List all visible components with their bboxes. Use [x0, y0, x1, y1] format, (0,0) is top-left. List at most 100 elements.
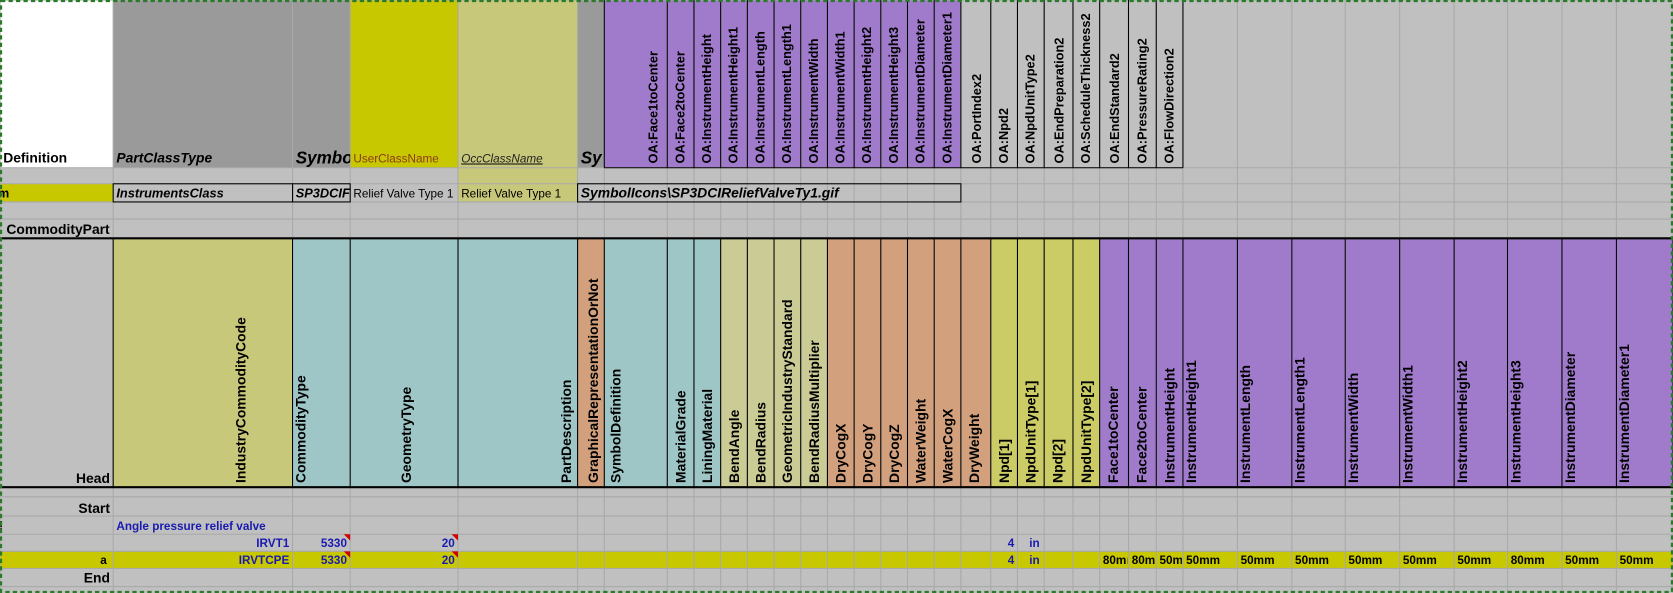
header-cell: [934, 0, 961, 168]
head-cell: [1561, 238, 1617, 488]
head-cell: [1072, 238, 1100, 488]
class-cell-border: [292, 183, 351, 203]
part-value: 5330: [321, 554, 348, 567]
head-cell: [458, 238, 578, 488]
head-cell: [1156, 238, 1183, 488]
head-cell: [827, 238, 855, 488]
header-cell: [113, 0, 293, 168]
column-label: InstrumentDiameter1: [1616, 344, 1632, 483]
column-label: GeometryType: [398, 386, 414, 482]
row-label: CommodityPart: [6, 221, 110, 237]
head-cell: [1017, 238, 1045, 488]
head-cell: [1454, 238, 1508, 488]
column-label: GeometricIndustryStandard: [779, 299, 795, 483]
header-cell: [458, 0, 578, 202]
header-text: PartClassType: [116, 149, 212, 165]
oa-column-label: OA:NpdUnitType2: [1023, 54, 1038, 163]
head-cell: [1044, 238, 1073, 488]
oa-column-label: OA:InstrumentWidth1: [833, 31, 848, 163]
header-cell: [577, 0, 605, 168]
head-cell: [1345, 238, 1400, 488]
column-label: PartDescription: [558, 380, 574, 483]
comment-marker: [451, 551, 459, 558]
header-text: OccClassName: [461, 152, 543, 165]
oa-column-label: OA:EndPreparation2: [1051, 38, 1066, 164]
column-label: InstrumentHeight: [1161, 368, 1177, 483]
row-marker: m: [0, 186, 9, 201]
dimension-value: 80mm: [1511, 554, 1545, 567]
column-label: InstrumentWidth1: [1399, 365, 1415, 483]
dimension-value: 50mm: [1348, 554, 1382, 567]
head-cell: [113, 238, 293, 488]
part-value: 4: [1008, 554, 1015, 567]
oa-column-label: OA:InstrumentDiameter1: [939, 12, 954, 164]
comment-marker: [343, 534, 351, 541]
dimension-value: 50mm: [1159, 554, 1193, 567]
header-cell: [350, 0, 459, 168]
column-label: InstrumentHeight1: [1183, 360, 1199, 483]
part-code: IRVTCPE: [239, 554, 290, 567]
icon-cell-border: [577, 183, 962, 203]
row-label: End: [84, 569, 110, 585]
head-cell: [1291, 238, 1346, 488]
oa-column-label: OA:InstrumentLength1: [779, 24, 794, 163]
dimension-value: 50mm: [1295, 554, 1329, 567]
header-cell: [292, 0, 351, 168]
definition-label: Definition: [3, 149, 67, 165]
comment-marker: [451, 534, 459, 541]
part-value: in: [1029, 554, 1039, 567]
head-cell: [907, 238, 935, 488]
column-label: NpdUnitType[2]: [1078, 381, 1094, 483]
head-cell: [1616, 238, 1673, 488]
column-label: LiningMaterial: [699, 389, 715, 483]
header-cell: [693, 0, 721, 168]
dimension-value: 50mm: [1457, 554, 1491, 567]
part-code: IRVT1: [256, 537, 290, 550]
oa-column-label: OA:InstrumentLength: [752, 31, 767, 163]
dimension-value: 80mm: [1103, 554, 1137, 567]
oa-column-label: OA:InstrumentHeight2: [859, 27, 874, 164]
header-cell: [604, 0, 668, 168]
head-cell: [747, 238, 775, 488]
part-value: 5330: [321, 537, 348, 550]
column-label: InstrumentLength1: [1292, 357, 1308, 483]
head-cell: [720, 238, 748, 488]
header-cell: [827, 0, 855, 168]
highlight-row: [0, 551, 1673, 569]
class-text: Relief Valve Type 1: [353, 188, 453, 201]
head-cell: [990, 238, 1018, 488]
head-cell: [800, 238, 828, 488]
head-cell: [1237, 238, 1292, 488]
oa-column-label: OA:Face2toCenter: [672, 51, 687, 163]
head-cell: [1099, 238, 1129, 488]
head-cell: [1399, 238, 1455, 488]
header-cell: [774, 0, 801, 168]
head-cell: [292, 238, 351, 488]
header-cell: [854, 0, 881, 168]
column-label: GraphicalRepresentationOrNot: [585, 278, 601, 483]
head-cell: [774, 238, 801, 488]
column-label: BendRadius: [753, 402, 769, 483]
column-label: IndustryCommodityCode: [233, 317, 249, 483]
oa-column-label: OA:InstrumentHeight: [699, 33, 714, 163]
oa-column-label: OA:PressureRating2: [1135, 38, 1150, 163]
header-cell: [907, 0, 935, 168]
header-text: UserClassName: [353, 152, 438, 165]
head-cell: [350, 238, 459, 488]
head-cell: [854, 238, 881, 488]
column-label: Face1toCenter: [1105, 386, 1121, 483]
oa-column-label: OA:InstrumentDiameter: [913, 19, 928, 163]
head-cell: [960, 238, 991, 488]
head-cell: [1182, 238, 1238, 488]
oa-column-label: OA:FlowDirection2: [1161, 48, 1176, 163]
column-label: DryWeight: [966, 413, 982, 483]
head-cell: [880, 238, 908, 488]
header-cell: [880, 0, 908, 168]
column-label: Face2toCenter: [1134, 386, 1150, 483]
part-description: Angle pressure relief valve: [116, 520, 266, 533]
oa-column-label: OA:Npd2: [996, 108, 1011, 163]
column-label: MaterialGrade: [672, 390, 688, 483]
column-label: NpdUnitType[1]: [1023, 381, 1039, 483]
oa-column-label: OA:ScheduleThickness2: [1078, 13, 1093, 163]
